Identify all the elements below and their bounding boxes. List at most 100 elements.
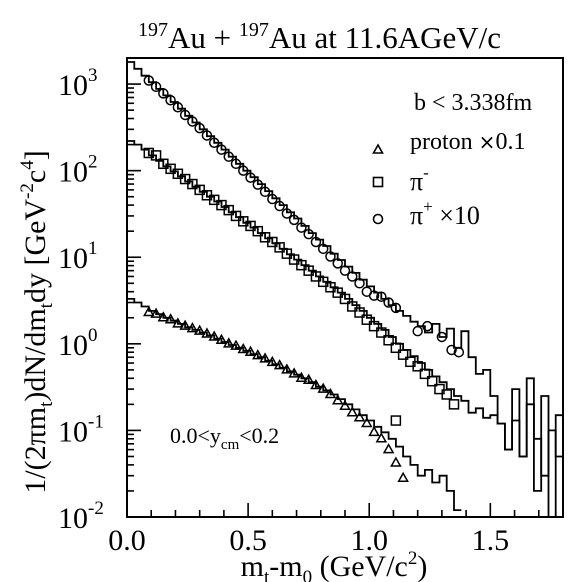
data-point-square-34 (390, 342, 402, 354)
y-tick-exponent: 0 (88, 325, 98, 346)
legend-marker-proton (372, 143, 384, 154)
ylabel-subscript-1: t (36, 401, 57, 407)
x-tick-label: 0.5 (229, 524, 267, 557)
ylabel-part-9: c (19, 170, 52, 183)
y-tick-exponent: -2 (88, 498, 104, 519)
data-point-circle-21 (296, 222, 307, 233)
data-point-square-43 (390, 415, 402, 426)
y-tick-label: 102 (58, 152, 98, 189)
data-point-circle-32 (376, 291, 387, 302)
data-point-circle-36 (422, 320, 433, 332)
data-point-square-33 (383, 334, 394, 346)
data-point-square-9 (208, 194, 220, 206)
data-point-square-39 (426, 375, 438, 387)
data-point-circle-27 (339, 265, 351, 276)
legend-label-pi-plus: π+ ×10 (410, 197, 480, 230)
plot-content (127, 61, 563, 517)
data-point-triangle-3 (164, 313, 177, 324)
data-point-circle-14 (245, 172, 256, 183)
data-point-circle-12 (230, 158, 242, 170)
data-point-triangle-11 (222, 337, 235, 348)
svg-text:mt-m0 (GeV/c2): mt-m0 (GeV/c2) (241, 548, 428, 582)
data-point-square-40 (434, 383, 445, 395)
x-axis-label: mt-m0 (GeV/c2) (241, 548, 428, 582)
x-axis: 0.0 0.5 1.0 1.5 (108, 503, 564, 557)
legend-marker-pi-minus (372, 176, 384, 188)
data-point-circle-7 (194, 122, 205, 134)
data-point-triangle-5 (179, 319, 191, 330)
data-point-square-26 (332, 287, 343, 298)
svg-text:197Au + 197Au at 11.6AGeV/c: 197Au + 197Au at 11.6AGeV/c (138, 19, 501, 55)
data-point-triangle-9 (208, 330, 220, 341)
data-point-circle-35 (412, 325, 423, 337)
data-point-triangle-26 (331, 394, 344, 405)
title-text-1: Au + (168, 20, 239, 55)
data-point-circle-17 (267, 193, 278, 205)
xlabel-part-5: (GeV/c (312, 550, 408, 582)
data-point-circle-4 (172, 101, 184, 113)
data-point-triangle-0 (143, 305, 155, 317)
data-point-circle-39 (453, 346, 465, 358)
data-point-triangle-15 (252, 349, 264, 360)
data-point-circle-19 (281, 208, 293, 219)
legend-pi-minus-symbol: π (410, 167, 423, 196)
data-point-circle-31 (368, 290, 380, 301)
plot-frame (126, 57, 564, 518)
data-point-circle-0 (143, 75, 155, 86)
data-point-circle-8 (201, 130, 213, 141)
data-point-square-1 (150, 150, 162, 161)
data-point-square-19 (281, 248, 293, 259)
x-tick-label: 1.5 (472, 524, 510, 557)
legend-proton-factor: 0.1 (495, 129, 525, 155)
impact-parameter-label: b < 3.338fm (414, 90, 533, 116)
data-point-square-12 (230, 210, 242, 222)
legend-proton-text: proton (410, 129, 479, 155)
data-point-triangle-23 (310, 378, 322, 390)
data-point-triangle-10 (215, 333, 228, 344)
data-point-square-35 (397, 349, 409, 360)
data-point-circle-15 (252, 179, 264, 190)
ylabel-part-7: dy [GeV (19, 199, 52, 303)
legend: b < 3.338fm proton ×0.1 π- π+ ×10 (372, 90, 533, 230)
data-point-square-15 (252, 225, 264, 237)
data-point-square-0 (143, 147, 155, 159)
data-point-triangle-29 (353, 411, 366, 422)
legend-marker-pi-plus (372, 213, 384, 225)
data-point-square-31 (368, 320, 380, 332)
data-point-circle-26 (332, 258, 343, 269)
data-point-circle-6 (187, 116, 198, 127)
data-point-triangle-35 (397, 471, 409, 483)
xlabel-subscript-1: t (264, 567, 270, 582)
data-point-square-42 (448, 399, 460, 410)
data-point-circle-22 (303, 228, 314, 240)
data-point-circle-2 (158, 88, 169, 99)
chart-title: 197Au + 197Au at 11.6AGeV/c (138, 19, 501, 55)
data-point-square-7 (194, 184, 205, 196)
ylabel-superscript-2: 4 (17, 160, 38, 170)
y-tick-base: 10 (58, 329, 88, 362)
y-tick-base: 10 (58, 69, 88, 102)
data-point-triangle-6 (186, 322, 199, 333)
xlabel-superscript: 2 (408, 548, 418, 569)
data-point-square-41 (441, 389, 452, 400)
data-point-square-29 (354, 307, 365, 318)
data-point-circle-34 (390, 302, 402, 314)
legend-pi-plus-symbol: π (410, 201, 423, 230)
data-point-circle-23 (310, 236, 322, 248)
legend-pi-plus-superscript: + (423, 197, 433, 216)
data-point-triangle-22 (302, 373, 315, 384)
svg-text:0.0<ycm<0.2: 0.0<ycm<0.2 (170, 423, 279, 453)
x-tick-label: 0.0 (108, 524, 146, 557)
y-tick-label: 101 (58, 238, 98, 275)
data-point-triangle-25 (324, 387, 337, 399)
data-point-triangle-27 (339, 399, 351, 411)
ylabel-part-11: ] (19, 150, 52, 160)
ylabel-part-1: 1/(2 (19, 445, 52, 493)
svg-text:1/(2πmt)dN/dmtdy [GeV-2c4]: 1/(2πmt)dN/dmtdy [GeV-2c4] (17, 150, 57, 494)
proton-histogram (127, 298, 462, 511)
data-point-circle-9 (208, 137, 220, 149)
data-point-circle-24 (317, 243, 329, 255)
y-tick-base: 10 (58, 156, 88, 189)
y-tick-label: 10-1 (58, 411, 104, 448)
data-point-square-17 (267, 236, 278, 248)
